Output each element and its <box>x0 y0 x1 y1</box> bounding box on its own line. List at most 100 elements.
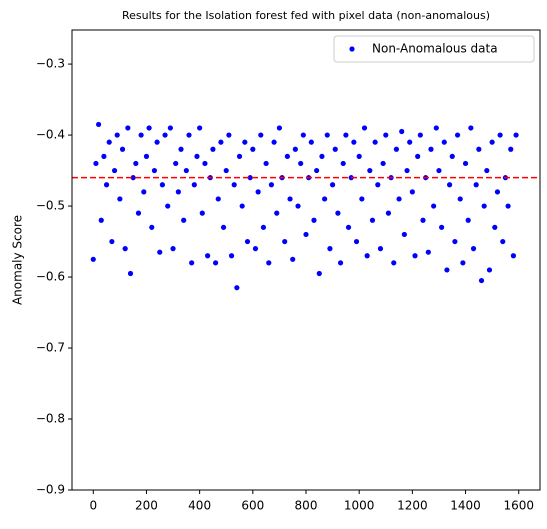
data-point <box>159 182 166 188</box>
data-point <box>119 146 126 152</box>
y-tick-label: −0.5 <box>36 199 65 213</box>
data-point <box>316 270 322 277</box>
data-point <box>170 246 176 252</box>
data-point <box>369 217 376 223</box>
data-point <box>117 196 123 202</box>
y-tick-label: −0.4 <box>36 128 65 142</box>
data-point <box>138 132 144 138</box>
x-tick-label: 0 <box>89 499 97 513</box>
data-point <box>197 125 203 131</box>
data-point <box>109 238 115 245</box>
data-point <box>122 246 128 252</box>
data-point <box>258 132 264 138</box>
x-tick-label: 200 <box>135 499 158 513</box>
data-point <box>359 196 365 202</box>
data-point <box>266 260 272 266</box>
data-point <box>375 182 381 188</box>
data-point <box>343 132 349 138</box>
data-point <box>175 189 181 195</box>
data-point <box>290 256 296 262</box>
data-point <box>439 224 445 230</box>
data-point <box>449 153 455 159</box>
data-point <box>181 217 187 223</box>
data-point <box>470 246 477 252</box>
data-point <box>468 125 474 131</box>
data-point <box>457 196 463 202</box>
data-point <box>274 210 280 216</box>
data-point <box>173 160 179 167</box>
data-point <box>178 146 184 152</box>
data-point <box>497 132 503 138</box>
data-point <box>332 146 338 152</box>
data-point <box>345 224 352 230</box>
data-point <box>260 224 267 230</box>
data-point <box>335 210 341 216</box>
data-point <box>460 260 466 266</box>
data-point <box>340 160 346 167</box>
data-point <box>183 167 189 174</box>
chart-title: Results for the Isolation forest fed wit… <box>122 9 490 22</box>
data-point <box>481 203 487 209</box>
data-point <box>351 139 357 145</box>
data-point <box>401 231 407 238</box>
data-point <box>494 189 501 195</box>
data-point <box>393 146 400 152</box>
data-point <box>377 246 384 252</box>
data-point <box>489 139 495 145</box>
data-point <box>284 153 290 159</box>
data-point <box>165 203 171 209</box>
data-point <box>103 182 110 188</box>
data-point <box>412 253 418 259</box>
data-point <box>322 196 328 202</box>
data-point <box>268 182 275 188</box>
data-point <box>130 175 136 181</box>
data-point <box>101 153 107 159</box>
x-tick-label: 800 <box>295 499 318 513</box>
data-point <box>157 249 163 255</box>
data-point <box>234 285 240 291</box>
data-point <box>452 238 458 245</box>
data-point <box>220 224 227 230</box>
data-point <box>141 189 147 195</box>
data-point <box>399 128 405 135</box>
data-point <box>465 217 471 223</box>
data-point <box>231 182 237 188</box>
data-point <box>295 203 301 209</box>
data-point <box>282 238 288 245</box>
data-point <box>436 167 442 174</box>
data-point <box>367 167 373 174</box>
data-point <box>151 167 158 174</box>
y-tick-label: −0.8 <box>36 412 65 426</box>
data-point <box>298 160 304 167</box>
data-point <box>361 125 368 131</box>
data-point <box>311 217 317 223</box>
data-point <box>93 160 99 167</box>
y-tick-label: −0.6 <box>36 270 65 284</box>
data-point <box>114 132 120 138</box>
data-point <box>98 217 104 223</box>
data-point <box>337 260 344 266</box>
data-point <box>146 125 152 131</box>
data-point <box>327 246 333 252</box>
x-tick-label: 1200 <box>397 499 428 513</box>
data-point <box>244 238 251 245</box>
data-point <box>276 125 283 131</box>
legend-label: Non-Anomalous data <box>372 42 498 56</box>
data-point <box>454 132 461 138</box>
data-point <box>380 160 386 167</box>
data-point <box>287 196 293 202</box>
data-point <box>186 132 192 138</box>
data-point <box>473 182 479 188</box>
data-point <box>462 160 469 167</box>
data-point <box>314 167 320 174</box>
data-point <box>292 146 298 152</box>
data-point <box>441 139 447 145</box>
data-point <box>415 153 421 159</box>
data-point <box>484 167 490 174</box>
data-point <box>420 217 426 223</box>
data-point <box>215 196 221 202</box>
data-point <box>255 189 261 195</box>
y-axis-label: Anomaly Score <box>11 215 25 305</box>
data-point <box>247 175 253 181</box>
